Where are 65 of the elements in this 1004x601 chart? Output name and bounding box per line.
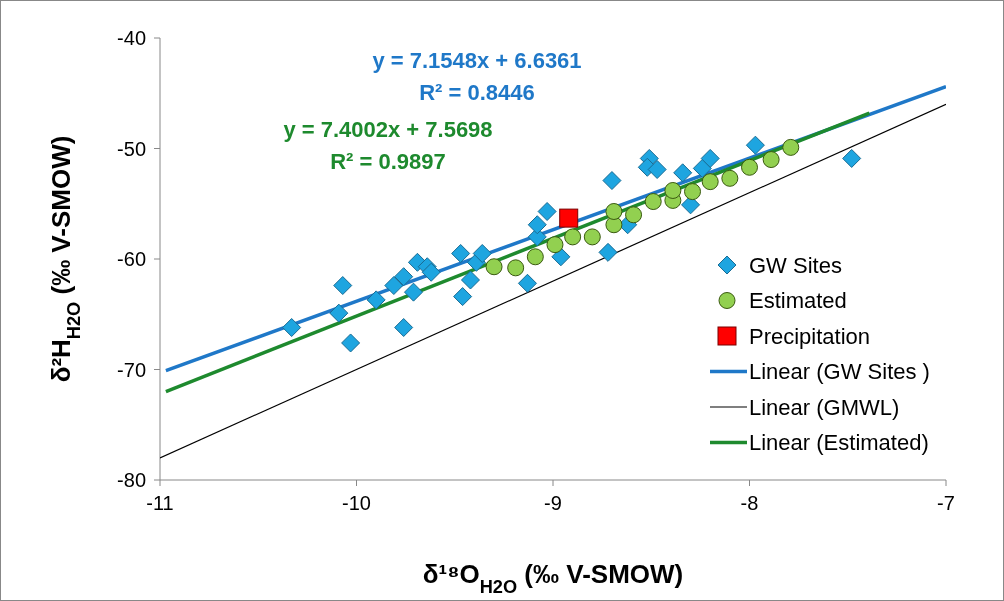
point (782, 138, 800, 156)
x-tick-label: -10 (342, 492, 371, 514)
point (526, 248, 544, 266)
point (282, 318, 302, 338)
point (329, 303, 349, 323)
point (421, 262, 441, 282)
x-tick-label: -9 (544, 492, 562, 514)
point (394, 318, 414, 338)
point (701, 173, 719, 191)
point (842, 148, 862, 168)
point (366, 290, 386, 310)
point (453, 287, 473, 307)
y-tick-label: -40 (117, 27, 146, 49)
legend-label: Linear (GMWL) (749, 394, 900, 420)
point (664, 181, 682, 199)
point (403, 282, 423, 302)
point (700, 148, 720, 168)
point (692, 158, 712, 178)
y-tick-label: -60 (117, 248, 146, 270)
point (527, 215, 547, 235)
point (602, 171, 622, 191)
x-tick-label: -7 (937, 492, 955, 514)
point (384, 276, 404, 296)
annotation: R² = 0.8446 (419, 80, 535, 105)
point (394, 267, 414, 287)
annotation: y = 7.4002x + 7.5698 (283, 117, 493, 142)
legend-label: Linear (Estimated) (749, 430, 929, 456)
legend-label: Precipitation (749, 323, 871, 349)
point (472, 243, 492, 263)
legend-label: GW Sites (749, 252, 842, 278)
point (673, 163, 693, 183)
point (460, 270, 480, 290)
point (564, 228, 582, 246)
annotation: R² = 0.9897 (330, 149, 446, 174)
y-tick-label: -70 (117, 358, 146, 381)
point (625, 206, 643, 224)
point (546, 236, 564, 254)
point (605, 202, 623, 220)
point (583, 228, 601, 246)
point (537, 201, 557, 221)
y-tick-label: -50 (117, 137, 146, 160)
x-tick-label: -8 (740, 492, 759, 514)
point (721, 169, 739, 187)
point (517, 273, 537, 293)
point (681, 195, 701, 215)
point (762, 151, 780, 169)
legend-label: Linear (GW Sites ) (749, 359, 930, 385)
point (647, 159, 667, 179)
x-tick-label: -11 (146, 492, 174, 514)
point (451, 243, 471, 263)
point (507, 259, 525, 277)
point (559, 208, 579, 228)
point (684, 183, 702, 201)
point (745, 135, 765, 155)
point (341, 333, 361, 353)
point (485, 258, 503, 276)
y-tick-label: -80 (117, 469, 146, 491)
point (598, 242, 618, 262)
point (333, 276, 353, 296)
legend-label: Estimated (749, 288, 847, 314)
x-axis-title: δ¹⁸O$_{H2O}$ (‰ V-SMOW) (422, 559, 684, 597)
point (644, 193, 662, 211)
annotation: y = 7.1548x + 6.6361 (372, 48, 582, 73)
point (741, 158, 758, 176)
point (551, 247, 571, 267)
